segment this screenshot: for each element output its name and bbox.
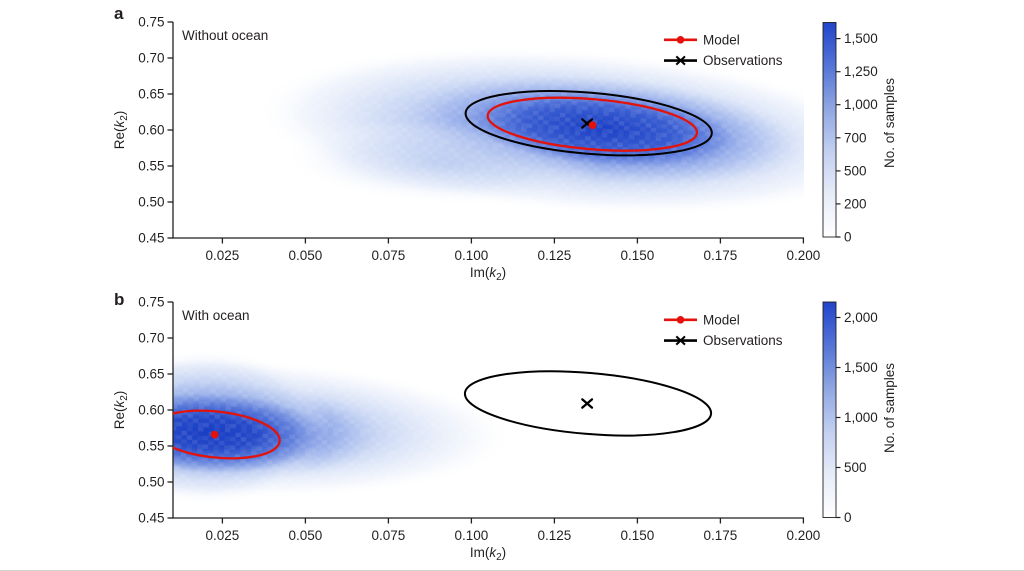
svg-text:0.075: 0.075 (372, 248, 406, 263)
svg-text:Im(k2): Im(k2) (470, 265, 506, 283)
svg-text:Observations: Observations (703, 333, 783, 348)
svg-text:0.175: 0.175 (704, 528, 738, 543)
svg-text:No. of samples: No. of samples (882, 78, 897, 168)
svg-text:0.50: 0.50 (138, 475, 164, 490)
svg-text:0: 0 (844, 510, 852, 525)
svg-text:With ocean: With ocean (182, 308, 250, 323)
svg-text:b: b (114, 290, 124, 309)
svg-text:Im(k2): Im(k2) (470, 545, 506, 563)
svg-text:0.45: 0.45 (138, 511, 164, 526)
svg-text:0.65: 0.65 (138, 87, 164, 102)
svg-text:0.70: 0.70 (138, 331, 164, 346)
svg-text:0.75: 0.75 (138, 15, 164, 30)
svg-text:0.70: 0.70 (138, 51, 164, 66)
svg-text:0.025: 0.025 (206, 248, 240, 263)
svg-text:700: 700 (844, 130, 867, 145)
svg-text:0.125: 0.125 (538, 248, 572, 263)
svg-text:0.150: 0.150 (621, 248, 655, 263)
svg-text:1,500: 1,500 (844, 360, 878, 375)
svg-text:0.200: 0.200 (787, 528, 821, 543)
svg-text:0.100: 0.100 (455, 528, 489, 543)
svg-text:0.100: 0.100 (455, 248, 489, 263)
svg-text:Observations: Observations (703, 53, 783, 68)
svg-text:0.200: 0.200 (787, 248, 821, 263)
svg-text:0.50: 0.50 (138, 195, 164, 210)
svg-text:0.60: 0.60 (138, 123, 164, 138)
svg-text:1,000: 1,000 (844, 410, 878, 425)
svg-text:0.75: 0.75 (138, 295, 164, 310)
svg-text:0.45: 0.45 (138, 231, 164, 246)
svg-text:0.050: 0.050 (289, 248, 323, 263)
svg-text:No. of samples: No. of samples (882, 363, 897, 453)
svg-text:1,250: 1,250 (844, 64, 878, 79)
svg-text:1,500: 1,500 (844, 31, 878, 46)
svg-text:Model: Model (703, 312, 740, 327)
svg-text:1,000: 1,000 (844, 97, 878, 112)
svg-text:0.125: 0.125 (538, 528, 572, 543)
svg-text:0.025: 0.025 (206, 528, 240, 543)
svg-text:Without ocean: Without ocean (182, 28, 268, 43)
svg-text:200: 200 (844, 196, 867, 211)
svg-text:0.175: 0.175 (704, 248, 738, 263)
svg-text:Model: Model (703, 32, 740, 47)
svg-text:0.65: 0.65 (138, 367, 164, 382)
svg-text:500: 500 (844, 163, 867, 178)
svg-text:0: 0 (844, 230, 852, 245)
svg-text:500: 500 (844, 460, 867, 475)
svg-text:0.075: 0.075 (372, 528, 406, 543)
svg-text:0.60: 0.60 (138, 403, 164, 418)
svg-text:0.050: 0.050 (289, 528, 323, 543)
svg-text:2,000: 2,000 (844, 310, 878, 325)
svg-text:Re(k2): Re(k2) (112, 391, 130, 430)
svg-text:0.150: 0.150 (621, 528, 655, 543)
svg-text:Re(k2): Re(k2) (112, 111, 130, 150)
svg-text:a: a (114, 4, 124, 23)
svg-text:0.55: 0.55 (138, 439, 164, 454)
svg-text:0.55: 0.55 (138, 159, 164, 174)
